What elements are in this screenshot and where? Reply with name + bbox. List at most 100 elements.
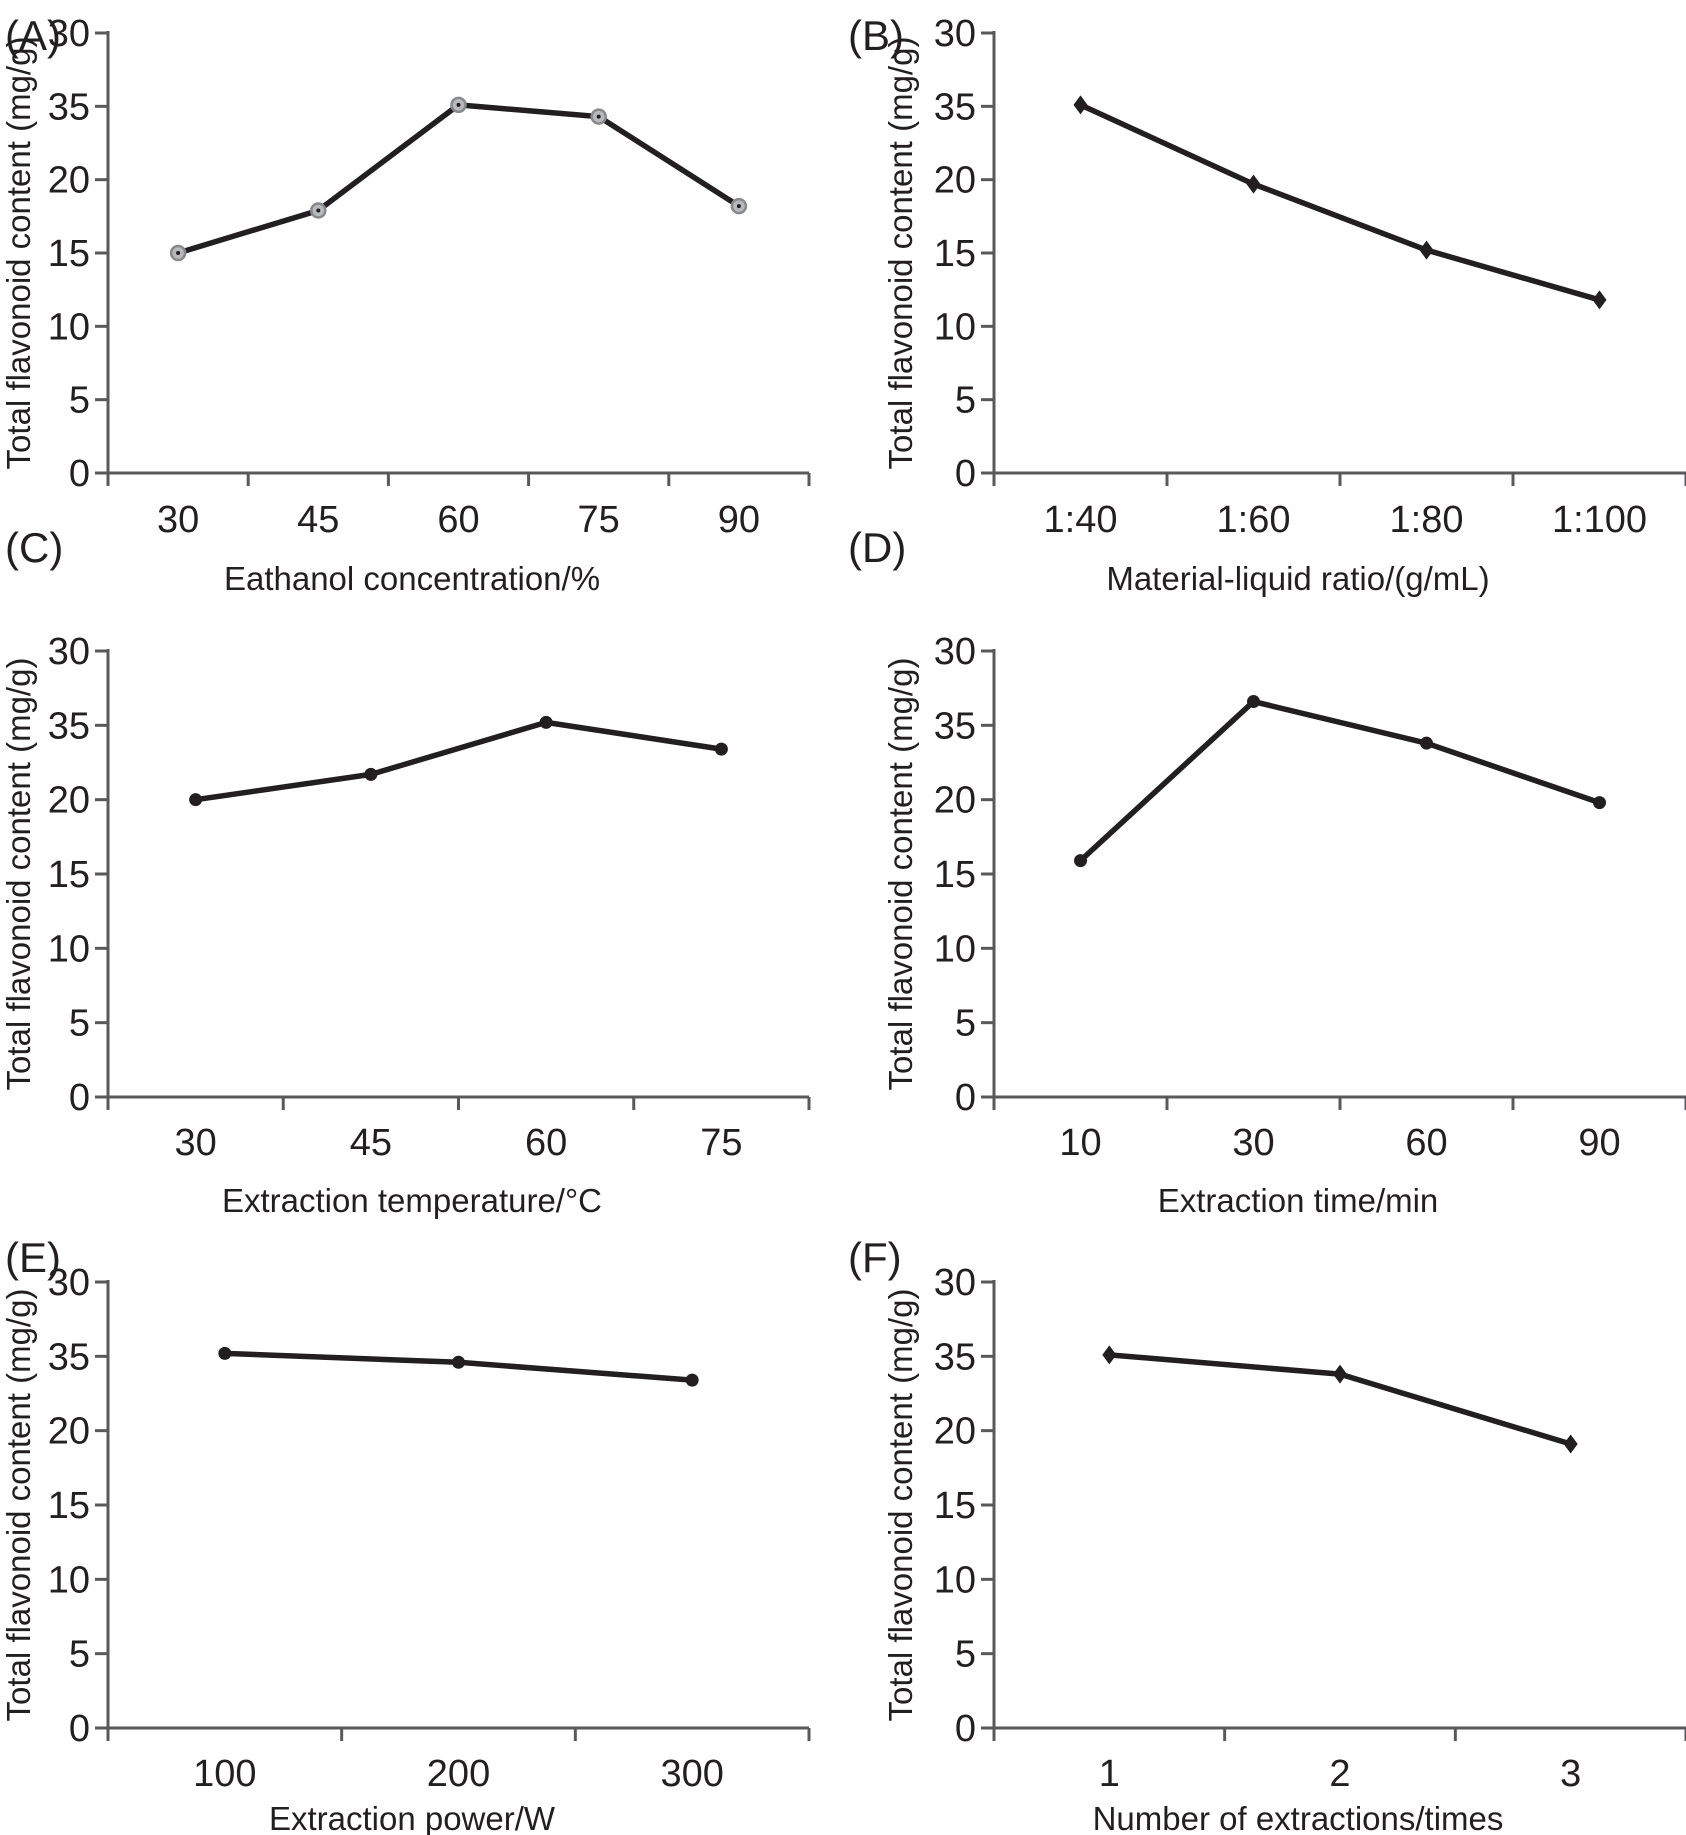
y-tick-label: 20 — [48, 1411, 90, 1453]
data-point-center-dot — [736, 204, 741, 209]
y-axis-title: Total flavonoid content (mg/g) — [882, 1289, 919, 1722]
x-tick-label: 60 — [437, 499, 479, 541]
data-point-marker — [1246, 174, 1261, 194]
y-tick-label: 5 — [955, 380, 976, 422]
y-tick-label: 30 — [934, 1262, 976, 1304]
data-point-center-dot — [316, 208, 321, 213]
y-tick-label: 35 — [934, 86, 976, 128]
x-tick-label: 1:40 — [1044, 499, 1118, 541]
x-axis-title: Number of extractions/times — [1093, 1800, 1504, 1835]
y-tick-label: 15 — [48, 1485, 90, 1527]
data-point-marker — [539, 715, 553, 729]
y-tick-label: 0 — [955, 1077, 976, 1119]
panel-label: (A) — [5, 12, 61, 59]
x-tick-label: 30 — [174, 1122, 216, 1164]
x-tick-label: 1:80 — [1390, 499, 1464, 541]
x-axis-title: Extraction time/min — [1158, 1182, 1439, 1219]
x-tick-label: 75 — [700, 1122, 742, 1164]
y-tick-label: 35 — [934, 705, 976, 747]
y-tick-label: 35 — [48, 705, 90, 747]
data-point-marker — [685, 1373, 699, 1387]
y-tick-label: 15 — [934, 1485, 976, 1527]
y-tick-label: 10 — [48, 928, 90, 970]
x-axis-title: Extraction temperature/°C — [222, 1182, 602, 1219]
x-tick-label: 2 — [1329, 1753, 1350, 1795]
data-line — [192, 719, 725, 803]
y-tick-label: 0 — [955, 453, 976, 495]
data-point-center-dot — [456, 102, 461, 107]
y-tick-label: 20 — [934, 780, 976, 822]
y-tick-label: 5 — [955, 1003, 976, 1045]
y-tick-label: 10 — [934, 306, 976, 348]
y-tick-label: 5 — [69, 1003, 90, 1045]
data-line — [1077, 698, 1603, 864]
y-axis-title: Total flavonoid content (mg/g) — [882, 658, 919, 1091]
x-tick-label: 60 — [525, 1122, 567, 1164]
data-point-marker — [1073, 95, 1088, 115]
y-tick-label: 30 — [48, 631, 90, 673]
y-axis-title: Total flavonoid content (mg/g) — [0, 37, 37, 470]
y-tick-label: 35 — [934, 1336, 976, 1378]
x-tick-label: 300 — [660, 1753, 723, 1795]
x-tick-label: 90 — [718, 499, 760, 541]
data-point-marker — [1420, 736, 1433, 750]
y-tick-label: 20 — [934, 160, 976, 202]
x-axis-title: Extraction power/W — [269, 1800, 556, 1835]
x-tick-label: 1 — [1099, 1753, 1120, 1795]
y-tick-label: 0 — [69, 1708, 90, 1750]
x-tick-label: 45 — [350, 1122, 392, 1164]
data-point-marker — [452, 1355, 465, 1369]
panel-label: (E) — [5, 1234, 61, 1281]
x-tick-label: 200 — [427, 1753, 490, 1795]
x-tick-label: 90 — [1578, 1122, 1620, 1164]
y-tick-label: 20 — [48, 780, 90, 822]
data-point-marker — [1563, 1434, 1578, 1454]
y-tick-label: 0 — [69, 1077, 90, 1119]
panel-label: (C) — [5, 524, 63, 571]
panel-d: (D) Total flavonoid content (mg/g) 0 5 10 15 2… — [848, 524, 1686, 1219]
x-tick-label: 75 — [578, 499, 620, 541]
panel-f: (F) Total flavonoid content (mg/g) 0 5 10 15 2… — [848, 1234, 1686, 1835]
x-tick-label: 30 — [1232, 1122, 1274, 1164]
data-point-marker — [364, 767, 378, 781]
y-tick-label: 15 — [48, 854, 90, 896]
x-tick-label: 1:100 — [1552, 499, 1647, 541]
y-tick-label: 10 — [48, 306, 90, 348]
y-tick-label: 30 — [934, 631, 976, 673]
y-tick-label: 10 — [934, 928, 976, 970]
y-tick-label: 5 — [69, 380, 90, 422]
data-point-marker — [1074, 854, 1087, 868]
x-tick-label: 3 — [1560, 1753, 1581, 1795]
data-point-marker — [1247, 695, 1260, 709]
x-tick-label: 60 — [1405, 1122, 1447, 1164]
data-line — [1077, 102, 1603, 303]
panel-b: (B)Total flavonoid content (mg/g) 0 5 10 15 2… — [848, 12, 1686, 597]
y-tick-label: 5 — [955, 1634, 976, 1676]
data-point-marker — [1593, 796, 1606, 810]
panel-a: (A)Total flavonoid content (mg/g) 0 5 10 15 2… — [0, 12, 811, 597]
x-axis-title: Eathanol concentration/% — [224, 560, 600, 597]
y-tick-label: 5 — [69, 1634, 90, 1676]
y-tick-label: 15 — [48, 233, 90, 275]
y-axis-title: Total flavonoid content (mg/g) — [882, 37, 919, 470]
y-tick-label: 30 — [934, 13, 976, 55]
data-point-center-dot — [596, 114, 601, 119]
x-tick-label: 10 — [1059, 1122, 1101, 1164]
data-point-marker — [1419, 240, 1434, 260]
y-tick-label: 0 — [69, 453, 90, 495]
data-line — [175, 102, 742, 256]
x-tick-label: 45 — [297, 499, 339, 541]
panel-label: (F) — [848, 1234, 902, 1281]
panel-c: (C) Total flavonoid content (mg/g) 0 5 10 15 2… — [0, 524, 811, 1219]
y-tick-label: 20 — [934, 1411, 976, 1453]
x-tick-label: 30 — [157, 499, 199, 541]
y-tick-label: 30 — [48, 13, 90, 55]
data-point-marker — [1102, 1345, 1117, 1365]
y-tick-label: 20 — [48, 160, 90, 202]
y-tick-label: 35 — [48, 1336, 90, 1378]
y-axis-title: Total flavonoid content (mg/g) — [0, 658, 37, 1091]
x-tick-label: 1:60 — [1217, 499, 1291, 541]
y-tick-label: 0 — [955, 1708, 976, 1750]
